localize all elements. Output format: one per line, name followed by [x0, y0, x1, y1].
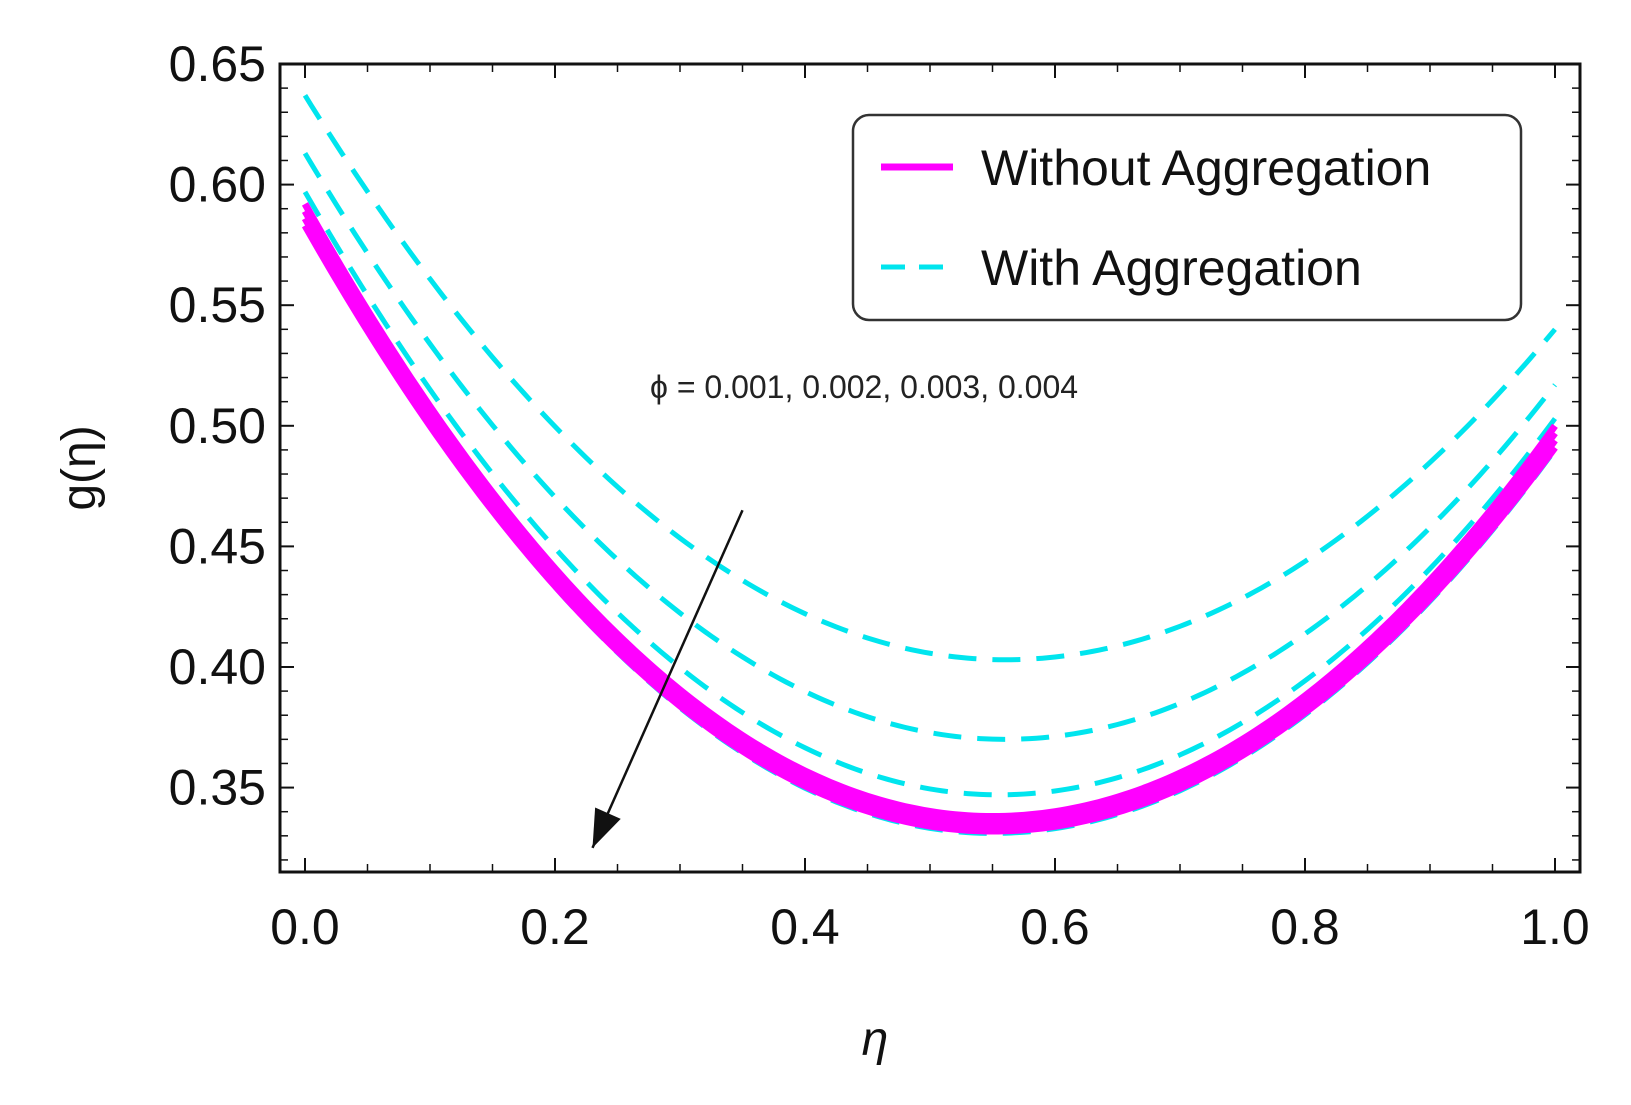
series-line-4 — [301, 223, 1558, 835]
series-line-5 — [302, 94, 1557, 663]
x-tick-label: 1.0 — [1520, 899, 1590, 955]
series-line-7 — [302, 190, 1558, 798]
y-tick-label: 0.55 — [169, 277, 266, 333]
y-tick-label: 0.35 — [169, 760, 266, 816]
y-axis-label: g(η) — [53, 425, 106, 510]
annotation-layer: ϕ = 0.001, 0.002, 0.003, 0.004 — [591, 369, 1078, 849]
x-tick-label: 0.0 — [270, 899, 340, 955]
x-tick-label: 0.8 — [1270, 899, 1340, 955]
x-tick-label: 0.2 — [520, 899, 590, 955]
legend-label-2: With Aggregation — [981, 240, 1362, 296]
series-layer — [301, 94, 1558, 836]
series-line-6 — [302, 151, 1557, 742]
y-tick-label: 0.45 — [169, 518, 266, 574]
legend-label-1: Without Aggregation — [981, 140, 1431, 196]
y-tick-label: 0.40 — [169, 639, 266, 695]
series-line-2 — [301, 209, 1558, 825]
annotation-arrow-line — [591, 509, 744, 849]
y-tick-label: 0.60 — [169, 157, 266, 213]
series-line-1 — [301, 202, 1558, 821]
legend: Without Aggregation With Aggregation — [851, 113, 1523, 322]
annotation-arrowhead — [592, 807, 621, 848]
series-line-3 — [301, 216, 1558, 830]
annotation-text: ϕ = 0.001, 0.002, 0.003, 0.004 — [650, 369, 1078, 405]
x-axis-label: η — [862, 1013, 889, 1066]
x-tick-label: 0.4 — [770, 899, 840, 955]
axes-layer: 0.0 0.2 0.4 0.6 0.8 1.0 0.35 0.40 0.45 0.50 0.55 0.… — [53, 36, 1590, 1066]
y-tick-label: 0.50 — [169, 398, 266, 454]
legend-box — [851, 113, 1523, 322]
y-tick-label: 0.65 — [169, 36, 266, 92]
x-tick-label: 0.6 — [1020, 899, 1090, 955]
